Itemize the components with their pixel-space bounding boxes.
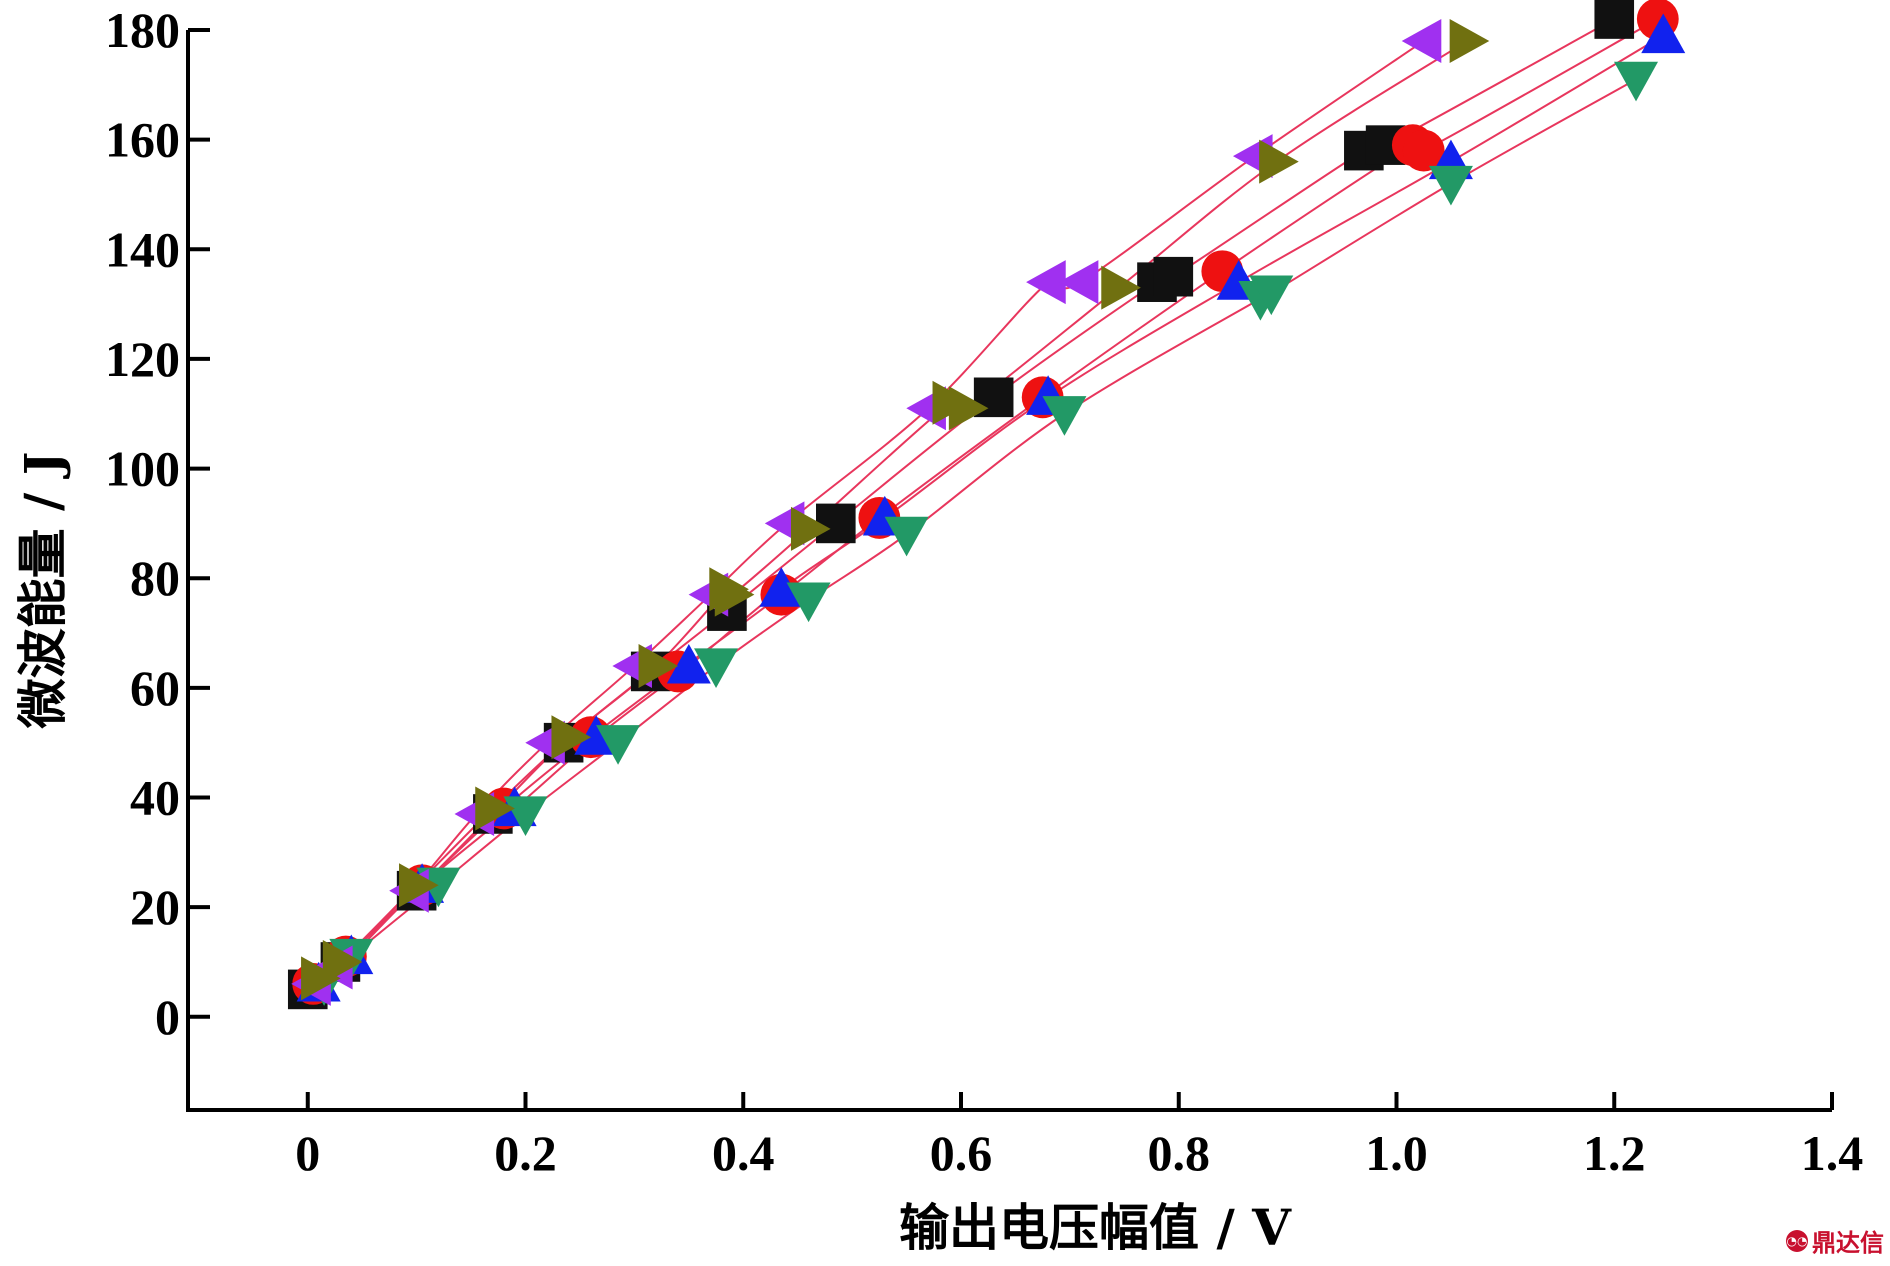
circle-marker xyxy=(1402,129,1445,172)
y-tick-label: 120 xyxy=(105,331,180,387)
triangle-right-marker xyxy=(1101,265,1141,310)
y-tick-label: 140 xyxy=(105,221,180,277)
ticks xyxy=(188,28,1834,1110)
axes xyxy=(186,30,1832,1112)
triangle-right-marker xyxy=(714,572,755,617)
y-tick-label: 60 xyxy=(130,660,180,716)
y-tick-label: 20 xyxy=(130,879,180,935)
fit-line xyxy=(323,78,1637,985)
triangle-right-marker xyxy=(301,956,341,1001)
tick-labels: 0 0.2 0.4 0.6 0.8 1.0 1.2 1.4 0 20 40 60 80 100 120 140… xyxy=(105,2,1863,1181)
y-tick-label: 0 xyxy=(155,989,180,1045)
triangle-up-marker xyxy=(759,567,804,607)
triangle-right-marker xyxy=(790,506,831,551)
triangle-down-marker xyxy=(884,516,929,557)
square-marker xyxy=(1594,0,1635,39)
triangle-right-marker xyxy=(551,715,592,760)
y-tick-label: 100 xyxy=(105,441,180,497)
y-tick-label: 80 xyxy=(130,550,180,606)
triangle-down-marker xyxy=(786,582,831,623)
y-tick-label: 180 xyxy=(105,2,180,58)
y-axis-title: 微波能量 / J xyxy=(13,452,72,730)
x-tick-label: 1.0 xyxy=(1365,1125,1428,1181)
square-marker xyxy=(816,503,856,544)
triangle-down-marker xyxy=(503,796,548,836)
square-marker xyxy=(1153,256,1194,297)
triangle-up-marker xyxy=(666,643,711,684)
x-tick-label: 1.4 xyxy=(1801,1125,1864,1181)
triangle-down-marker xyxy=(1042,396,1087,436)
chat-bubble-icon: ◔◔ xyxy=(1786,1229,1808,1252)
x-tick-label: 1.2 xyxy=(1583,1125,1646,1181)
triangle-down-marker xyxy=(1614,61,1659,102)
triangle-right-marker xyxy=(1259,139,1299,184)
fit-line xyxy=(312,40,1425,985)
triangle-down-marker xyxy=(1428,165,1473,206)
markers xyxy=(287,0,1686,1010)
triangle-left-marker xyxy=(1026,260,1066,305)
triangle-right-marker xyxy=(399,863,439,908)
x-axis-title: 输出电压幅值 / V xyxy=(899,1198,1292,1257)
x-tick-label: 0 xyxy=(295,1125,320,1181)
triangle-right-marker xyxy=(948,386,989,431)
triangle-right-marker xyxy=(475,786,515,831)
x-tick-label: 0.4 xyxy=(712,1125,775,1181)
x-tick-label: 0.6 xyxy=(930,1125,993,1181)
triangle-right-marker xyxy=(638,643,679,688)
watermark: ◔◔ 鼎达信 xyxy=(1786,1223,1884,1258)
x-tick-label: 0.2 xyxy=(494,1125,557,1181)
triangle-up-marker xyxy=(1641,13,1686,54)
triangle-right-marker xyxy=(322,939,363,984)
triangle-left-marker xyxy=(1058,260,1099,305)
triangle-down-marker xyxy=(1249,275,1294,316)
triangle-down-marker xyxy=(694,648,739,688)
fit-line xyxy=(318,40,1468,980)
triangle-right-marker xyxy=(1449,18,1490,63)
y-tick-label: 160 xyxy=(105,112,180,168)
triangle-down-marker xyxy=(596,725,641,765)
watermark-text: 鼎达信 xyxy=(1812,1229,1884,1257)
y-tick-label: 40 xyxy=(130,770,180,826)
x-tick-label: 0.8 xyxy=(1148,1125,1211,1181)
triangle-left-marker xyxy=(1401,18,1442,63)
